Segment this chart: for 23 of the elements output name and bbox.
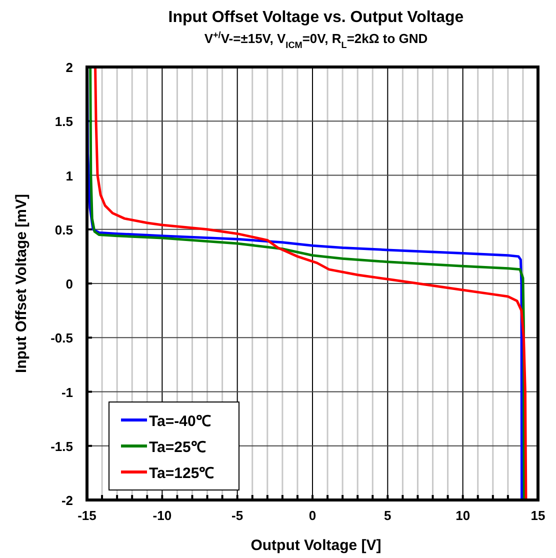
x-tick-label: -15 bbox=[78, 508, 96, 523]
x-tick-label: 5 bbox=[384, 508, 392, 523]
legend-label: Ta=125℃ bbox=[149, 465, 214, 482]
y-tick-label: 2 bbox=[66, 60, 73, 75]
y-tick-label: 0 bbox=[66, 276, 73, 292]
y-tick-label: -2 bbox=[61, 493, 73, 508]
x-axis-title: Output Voltage [V] bbox=[250, 537, 382, 554]
chart-subtitle: V$^{+/}$V-=±15V, V$_{ICM}$=0V, R$_{L}$=2kΩ to GND bbox=[204, 30, 428, 50]
y-tick-label: -0.5 bbox=[50, 330, 73, 346]
x-tick-label: 15 bbox=[530, 508, 546, 523]
y-tick-label: 1.5 bbox=[54, 114, 73, 130]
chart-title: Input Offset Voltage vs. Output Voltage bbox=[168, 9, 464, 26]
x-tick-label: -5 bbox=[232, 508, 244, 523]
y-tick-label: -1.5 bbox=[50, 438, 73, 454]
y-tick-label: -1 bbox=[61, 384, 73, 400]
x-tick-label: 0 bbox=[308, 508, 316, 523]
legend-label: Ta=-40℃ bbox=[149, 413, 211, 430]
legend-label: Ta=25℃ bbox=[149, 439, 206, 456]
y-axis-title: Input Offset Voltage [mV] bbox=[13, 194, 30, 373]
x-tick-label: 10 bbox=[456, 508, 470, 523]
y-tick-label: 1 bbox=[66, 168, 73, 184]
x-tick-label: -10 bbox=[152, 508, 172, 523]
y-tick-label: 0.5 bbox=[54, 222, 73, 238]
